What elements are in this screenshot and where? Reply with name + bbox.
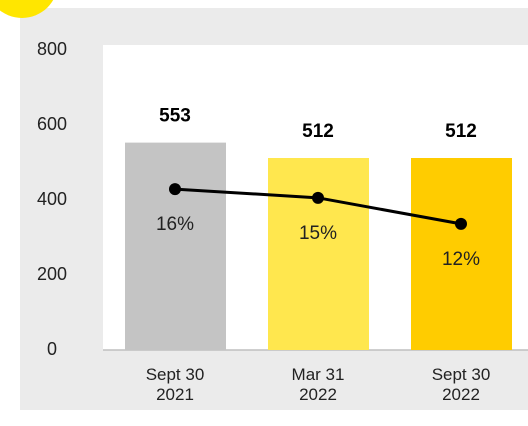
y-tick-label: 400 — [37, 189, 67, 209]
line-value-label: 16% — [156, 214, 194, 235]
line-point — [312, 191, 324, 204]
y-tick-label: 0 — [47, 339, 57, 359]
y-tick-label: 200 — [37, 264, 67, 284]
decoration-circle — [0, 0, 54, 18]
y-tick-label: 800 — [37, 39, 67, 59]
x-tick-label: Mar 31 2022 — [291, 365, 345, 404]
bar-value-label: 512 — [302, 121, 334, 142]
bar-value-label: 553 — [159, 106, 191, 127]
line-point — [455, 217, 467, 230]
bar — [268, 158, 369, 350]
bar — [125, 142, 226, 350]
x-tick-label: Sept 30 2022 — [431, 365, 491, 404]
line-value-label: 15% — [299, 223, 337, 244]
x-tick-label: Sept 30 2021 — [145, 365, 205, 404]
bar — [411, 158, 512, 350]
line-value-label: 12% — [442, 249, 480, 270]
line-point — [169, 183, 181, 196]
y-tick-label: 600 — [37, 114, 67, 134]
bar-value-label: 512 — [445, 121, 477, 142]
